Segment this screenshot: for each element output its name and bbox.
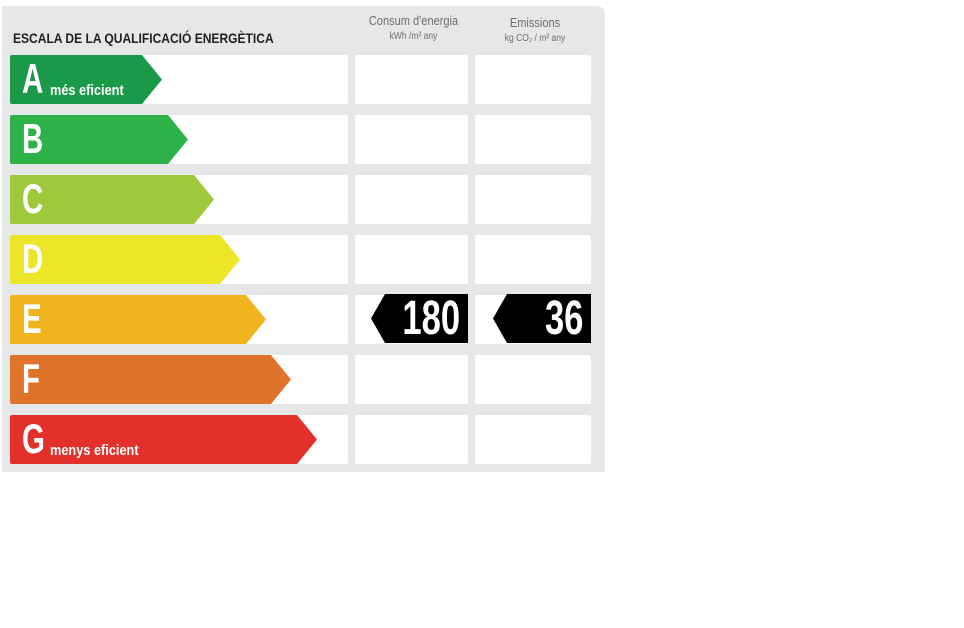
class-arrow-c: C [10, 175, 214, 224]
label-title: ESCALA DE LA QUALIFICACIÓ ENERGÈTICA [13, 30, 274, 46]
class-letter: A [22, 55, 44, 102]
class-letter: C [22, 175, 44, 222]
emissions-column-label: Emissions [509, 15, 561, 30]
energy-column-unit: kWh /m² any [389, 31, 438, 42]
energy-column-header: Consum d'energia kWh /m² any [355, 13, 472, 42]
energy-rating-marker: 180 [371, 294, 468, 343]
energy-cell [355, 175, 468, 224]
energy-cell [355, 235, 468, 284]
energy-cell [355, 355, 468, 404]
class-letter: D [22, 235, 44, 282]
class-arrow-e: E [10, 295, 266, 344]
class-letter: B [22, 115, 44, 162]
class-arrow-f: F [10, 355, 291, 404]
emissions-cell [475, 235, 591, 284]
emissions-cell [475, 415, 591, 464]
class-arrow-b: B [10, 115, 188, 164]
energy-cell [355, 115, 468, 164]
class-letter: G [22, 415, 45, 462]
energy-cell [355, 55, 468, 104]
class-caption: menys eficient [50, 442, 139, 459]
emissions-value: 36 [544, 292, 583, 345]
energy-label-panel: ESCALA DE LA QUALIFICACIÓ ENERGÈTICA Con… [2, 6, 605, 472]
emissions-cell [475, 175, 591, 224]
energy-value: 180 [402, 292, 460, 345]
class-caption: més eficient [50, 82, 124, 99]
class-letter: E [22, 295, 42, 342]
emissions-cell [475, 115, 591, 164]
energy-cell [355, 415, 468, 464]
emissions-rating-marker: 36 [493, 294, 591, 343]
energy-column-label: Consum d'energia [368, 13, 459, 28]
class-arrow-d: D [10, 235, 240, 284]
emissions-cell [475, 355, 591, 404]
emissions-cell [475, 55, 591, 104]
emissions-column-header: Emissions kg CO₂ / m² any [475, 15, 595, 44]
emissions-column-unit: kg CO₂ / m² any [504, 33, 566, 44]
class-letter: F [22, 355, 40, 402]
